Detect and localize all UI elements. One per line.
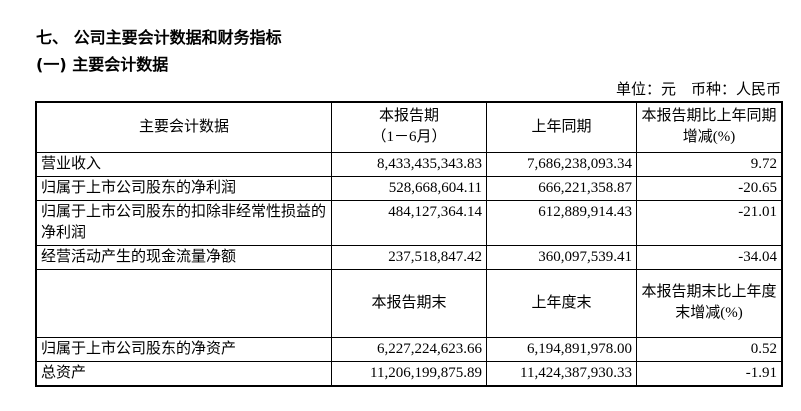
cell: 归属于上市公司股东的净资产 bbox=[35, 336, 332, 362]
table-row: 总资产 11,206,199,875.89 11,424,387,930.33 -1.… bbox=[35, 360, 783, 386]
cell: 8,433,435,343.83 bbox=[331, 151, 487, 177]
header-cell: 主要会计数据 bbox=[35, 101, 332, 153]
header-cell: 本报告期末比上年度末增减(%) bbox=[636, 268, 783, 338]
header-line: （1－6月） bbox=[371, 129, 447, 146]
subsection-heading: (一) 主要会计数据 bbox=[36, 55, 169, 74]
header-cell: 上年同期 bbox=[486, 101, 637, 153]
cell: 归属于上市公司股东的净利润 bbox=[35, 175, 332, 201]
cell: 11,424,387,930.33 bbox=[486, 360, 637, 386]
cell: 经营活动产生的现金流量净额 bbox=[35, 244, 332, 270]
section-heading: 七、 公司主要会计数据和财务指标 bbox=[36, 28, 282, 47]
cell: -20.65 bbox=[636, 175, 783, 201]
table-row: 归属于上市公司股东的净利润 528,668,604.11 666,221,358.8… bbox=[35, 175, 783, 201]
cell: 营业收入 bbox=[35, 151, 332, 177]
header-cell: 本报告期末 bbox=[331, 268, 487, 338]
accounting-data-table: 主要会计数据 本报告期 （1－6月） 上年同期 本报告期比上年同期增减(%) 营业… bbox=[35, 101, 783, 387]
cell: -1.91 bbox=[636, 360, 783, 386]
cell: 11,206,199,875.89 bbox=[331, 360, 487, 386]
unit-label: 单位：元 币种：人民币 bbox=[615, 82, 781, 98]
header-cell: 上年度末 bbox=[486, 268, 637, 338]
table-row: 归属于上市公司股东的净资产 6,227,224,623.66 6,194,891,9… bbox=[35, 336, 783, 362]
cell: -21.01 bbox=[636, 199, 783, 246]
cell: 6,194,891,978.00 bbox=[486, 336, 637, 362]
header-line: 本报告期 bbox=[378, 108, 439, 125]
table-row: 营业收入 8,433,435,343.83 7,686,238,093.34 9.72 bbox=[35, 151, 783, 177]
cell: 总资产 bbox=[35, 360, 332, 386]
cell: -34.04 bbox=[636, 244, 783, 270]
cell: 666,221,358.87 bbox=[486, 175, 637, 201]
cell: 归属于上市公司股东的扣除非经常性损益的净利润 bbox=[35, 199, 332, 246]
cell: 360,097,539.41 bbox=[486, 244, 637, 270]
table-row: 归属于上市公司股东的扣除非经常性损益的净利润 484,127,364.14 612,… bbox=[35, 199, 783, 246]
table-header-row: 本报告期末 上年度末 本报告期末比上年度末增减(%) bbox=[35, 268, 783, 338]
table-row: 经营活动产生的现金流量净额 237,518,847.42 360,097,539.4… bbox=[35, 244, 783, 270]
header-cell: 本报告期 （1－6月） bbox=[331, 101, 487, 153]
header-cell: 本报告期比上年同期增减(%) bbox=[636, 101, 783, 153]
cell: 6,227,224,623.66 bbox=[331, 336, 487, 362]
table-header-row: 主要会计数据 本报告期 （1－6月） 上年同期 本报告期比上年同期增减(%) bbox=[35, 101, 783, 153]
cell: 9.72 bbox=[636, 151, 783, 177]
header-cell bbox=[35, 268, 332, 338]
cell: 528,668,604.11 bbox=[331, 175, 487, 201]
cell: 484,127,364.14 bbox=[331, 199, 487, 246]
cell: 0.52 bbox=[636, 336, 783, 362]
cell: 7,686,238,093.34 bbox=[486, 151, 637, 177]
cell: 612,889,914.43 bbox=[486, 199, 637, 246]
cell: 237,518,847.42 bbox=[331, 244, 487, 270]
